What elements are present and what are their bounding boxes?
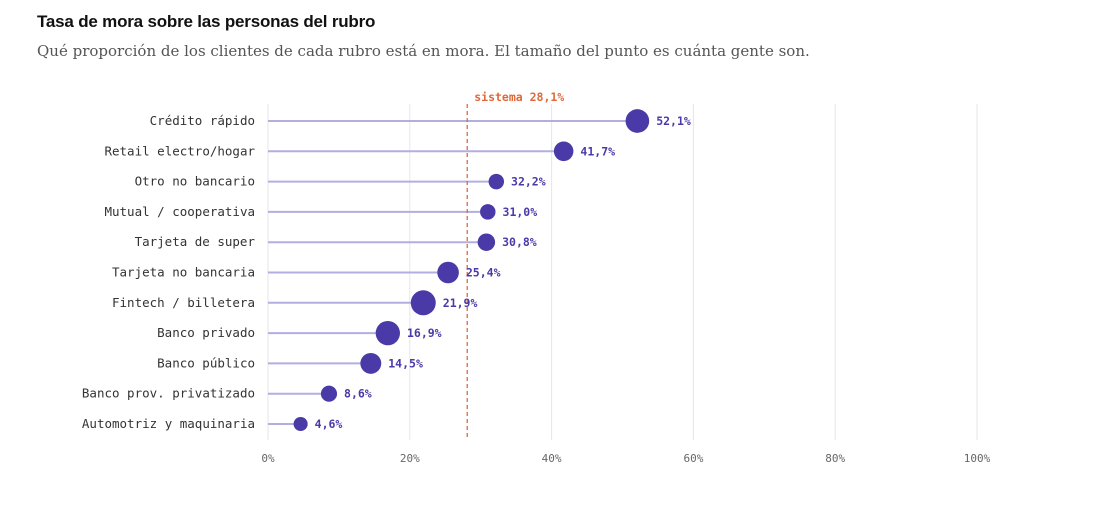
data-point	[625, 109, 650, 133]
value-label: 4,6%	[315, 417, 343, 431]
data-point	[437, 261, 459, 284]
value-label: 41,7%	[580, 144, 615, 158]
value-label: 32,2%	[511, 175, 546, 189]
value-label: 14,5%	[388, 356, 423, 370]
value-label: 21,9%	[443, 296, 478, 310]
value-label: 30,8%	[502, 235, 537, 249]
category-label: Mutual / cooperativa	[104, 204, 255, 219]
chart-title: Tasa de mora sobre las personas del rubr…	[37, 12, 376, 31]
category-label: Retail electro/hogar	[104, 143, 255, 158]
data-point	[293, 416, 308, 432]
x-tick-label: 40%	[542, 452, 562, 465]
category-label: Otro no bancario	[135, 174, 255, 189]
data-point	[553, 141, 574, 162]
value-label: 8,6%	[344, 387, 372, 401]
value-label: 25,4%	[466, 266, 501, 280]
category-label: Tarjeta no bancaria	[112, 265, 255, 280]
data-point	[477, 233, 496, 251]
data-point	[320, 385, 338, 402]
x-tick-label: 20%	[400, 452, 420, 465]
category-label: Banco prov. privatizado	[82, 386, 255, 401]
category-label: Banco privado	[157, 325, 255, 340]
value-label: 52,1%	[656, 114, 691, 128]
x-tick-label: 60%	[683, 452, 703, 465]
data-point	[360, 352, 382, 374]
chart-subtitle: Qué proporción de los clientes de cada r…	[37, 42, 810, 60]
x-tick-label: 100%	[964, 452, 991, 465]
reference-label: sistema 28,1%	[474, 90, 564, 104]
data-point	[375, 320, 400, 346]
data-point	[480, 204, 496, 220]
value-label: 31,0%	[503, 205, 538, 219]
category-label: Fintech / billetera	[112, 295, 255, 310]
value-label: 16,9%	[407, 326, 442, 340]
data-point	[488, 173, 505, 190]
x-tick-label: 0%	[261, 452, 275, 465]
category-label: Crédito rápido	[150, 113, 255, 128]
category-label: Automotriz y maquinaria	[82, 416, 255, 431]
data-point	[410, 290, 436, 316]
x-tick-label: 80%	[825, 452, 845, 465]
category-label: Banco público	[157, 355, 255, 370]
category-label: Tarjeta de super	[135, 234, 256, 249]
